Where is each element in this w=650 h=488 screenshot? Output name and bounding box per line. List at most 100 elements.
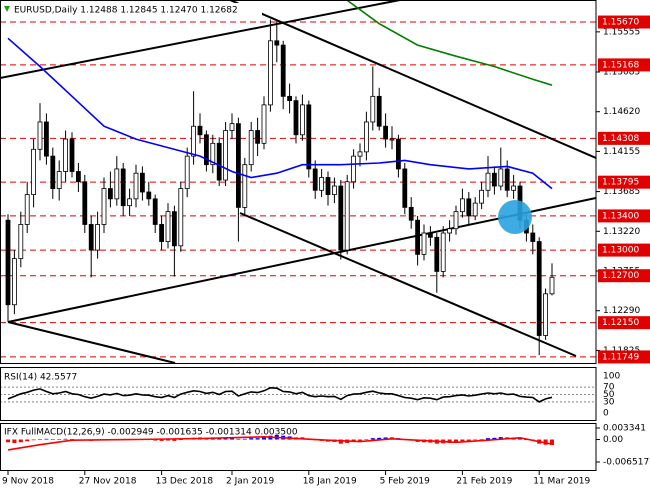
macd-bar <box>44 438 49 440</box>
candle-body <box>376 95 382 127</box>
y-tick-label: 30 <box>603 397 615 407</box>
trend-line <box>7 321 176 363</box>
candle-body <box>344 181 350 251</box>
macd-bar <box>383 437 388 440</box>
macd-panel-frame <box>0 423 597 471</box>
candle-body <box>69 138 75 172</box>
macd-bar <box>498 437 503 440</box>
candle-body <box>415 219 421 255</box>
macd-bar <box>473 439 478 441</box>
level-label-box <box>598 15 650 29</box>
candle-body <box>95 224 100 251</box>
candle-body <box>459 198 465 213</box>
candle-body <box>229 123 235 131</box>
trend-line <box>7 197 596 323</box>
highlight-circle <box>498 200 532 234</box>
level-label-box <box>598 209 650 223</box>
candle-body <box>63 138 68 172</box>
x-tick-label: 27 Nov 2018 <box>79 477 137 487</box>
candle-body <box>511 185 517 191</box>
candle-body <box>191 125 197 157</box>
candle-body <box>299 104 305 136</box>
macd-bar <box>18 439 23 443</box>
level-label-box <box>598 350 650 364</box>
macd-bar <box>262 437 266 440</box>
moving-average <box>7 37 553 190</box>
macd-bar <box>466 439 471 441</box>
y-tick-label: 1.14620 <box>603 107 640 117</box>
candle-body <box>498 168 504 187</box>
macd-bar <box>338 439 343 444</box>
level-label: 1.13400 <box>602 211 639 221</box>
macd-title: IFX FullMACD(12,26,9) -0.002949 -0.00163… <box>4 428 298 438</box>
macd-bar <box>249 438 254 440</box>
candle-body <box>261 104 267 144</box>
candle-body <box>351 155 357 183</box>
macd-bar <box>377 437 382 440</box>
level-label: 1.15168 <box>602 60 639 70</box>
candle-body <box>171 211 177 247</box>
candle-body <box>293 100 299 136</box>
x-tick-label: 18 Jan 2019 <box>303 477 357 487</box>
candle-body <box>31 148 37 195</box>
candle-body <box>88 224 94 251</box>
signal-line <box>7 435 553 451</box>
candle-body <box>389 138 395 141</box>
candle-body <box>108 188 113 200</box>
macd-bar <box>166 439 170 441</box>
candle-body <box>504 168 510 191</box>
macd-bar <box>217 438 222 440</box>
candle-body <box>18 224 24 260</box>
candle-body <box>383 125 389 140</box>
macd-bar <box>479 439 484 440</box>
candle-body <box>139 172 145 193</box>
macd-bar <box>518 438 522 440</box>
candle-body <box>37 121 43 150</box>
candle-body <box>165 211 171 242</box>
level-label-box <box>598 175 650 189</box>
candle-body <box>287 95 293 102</box>
macd-bar <box>50 439 55 440</box>
candle-body <box>357 151 363 157</box>
candle-body <box>306 104 312 170</box>
level-label-box <box>598 58 650 72</box>
macd-bar <box>172 439 177 441</box>
candle-body <box>114 168 120 200</box>
macd-bar <box>57 439 62 440</box>
candle-body <box>197 125 203 136</box>
y-tick-label: 1.13685 <box>603 187 640 197</box>
candle-body <box>44 121 49 157</box>
main-panel-frame <box>0 0 597 364</box>
macd-bar <box>255 438 260 440</box>
candle-body <box>5 219 11 306</box>
level-label-box <box>598 316 650 330</box>
y-tick-label: 100 <box>603 372 620 382</box>
moving-average <box>345 0 553 86</box>
candle-body <box>447 228 453 234</box>
candle-body <box>395 138 401 170</box>
macd-bar <box>550 439 554 446</box>
rsi-title: RSI(14) 42.5577 <box>4 373 77 383</box>
y-tick-label: 1.15085 <box>603 68 640 78</box>
trend-line <box>0 0 401 79</box>
candle-body <box>255 130 261 144</box>
level-label: 1.12700 <box>602 271 639 281</box>
trend-line <box>229 0 596 159</box>
candle-body <box>530 232 536 242</box>
candle-body <box>216 142 222 181</box>
x-tick-label: 9 Nov 2018 <box>2 477 54 487</box>
x-tick-label: 5 Feb 2019 <box>380 477 431 487</box>
macd-bar <box>460 439 465 442</box>
level-label-box <box>598 131 650 145</box>
candle-body <box>453 211 459 230</box>
candle-body <box>24 194 30 225</box>
level-label: 1.14308 <box>602 134 639 144</box>
candle-body <box>491 172 497 187</box>
candle-body <box>159 224 165 242</box>
macd-bar <box>63 438 68 440</box>
candle-body <box>408 206 414 221</box>
y-tick-label: 1.13220 <box>603 227 640 237</box>
candle-body <box>319 177 325 191</box>
candle-body <box>82 181 88 225</box>
candle-body <box>274 40 280 46</box>
